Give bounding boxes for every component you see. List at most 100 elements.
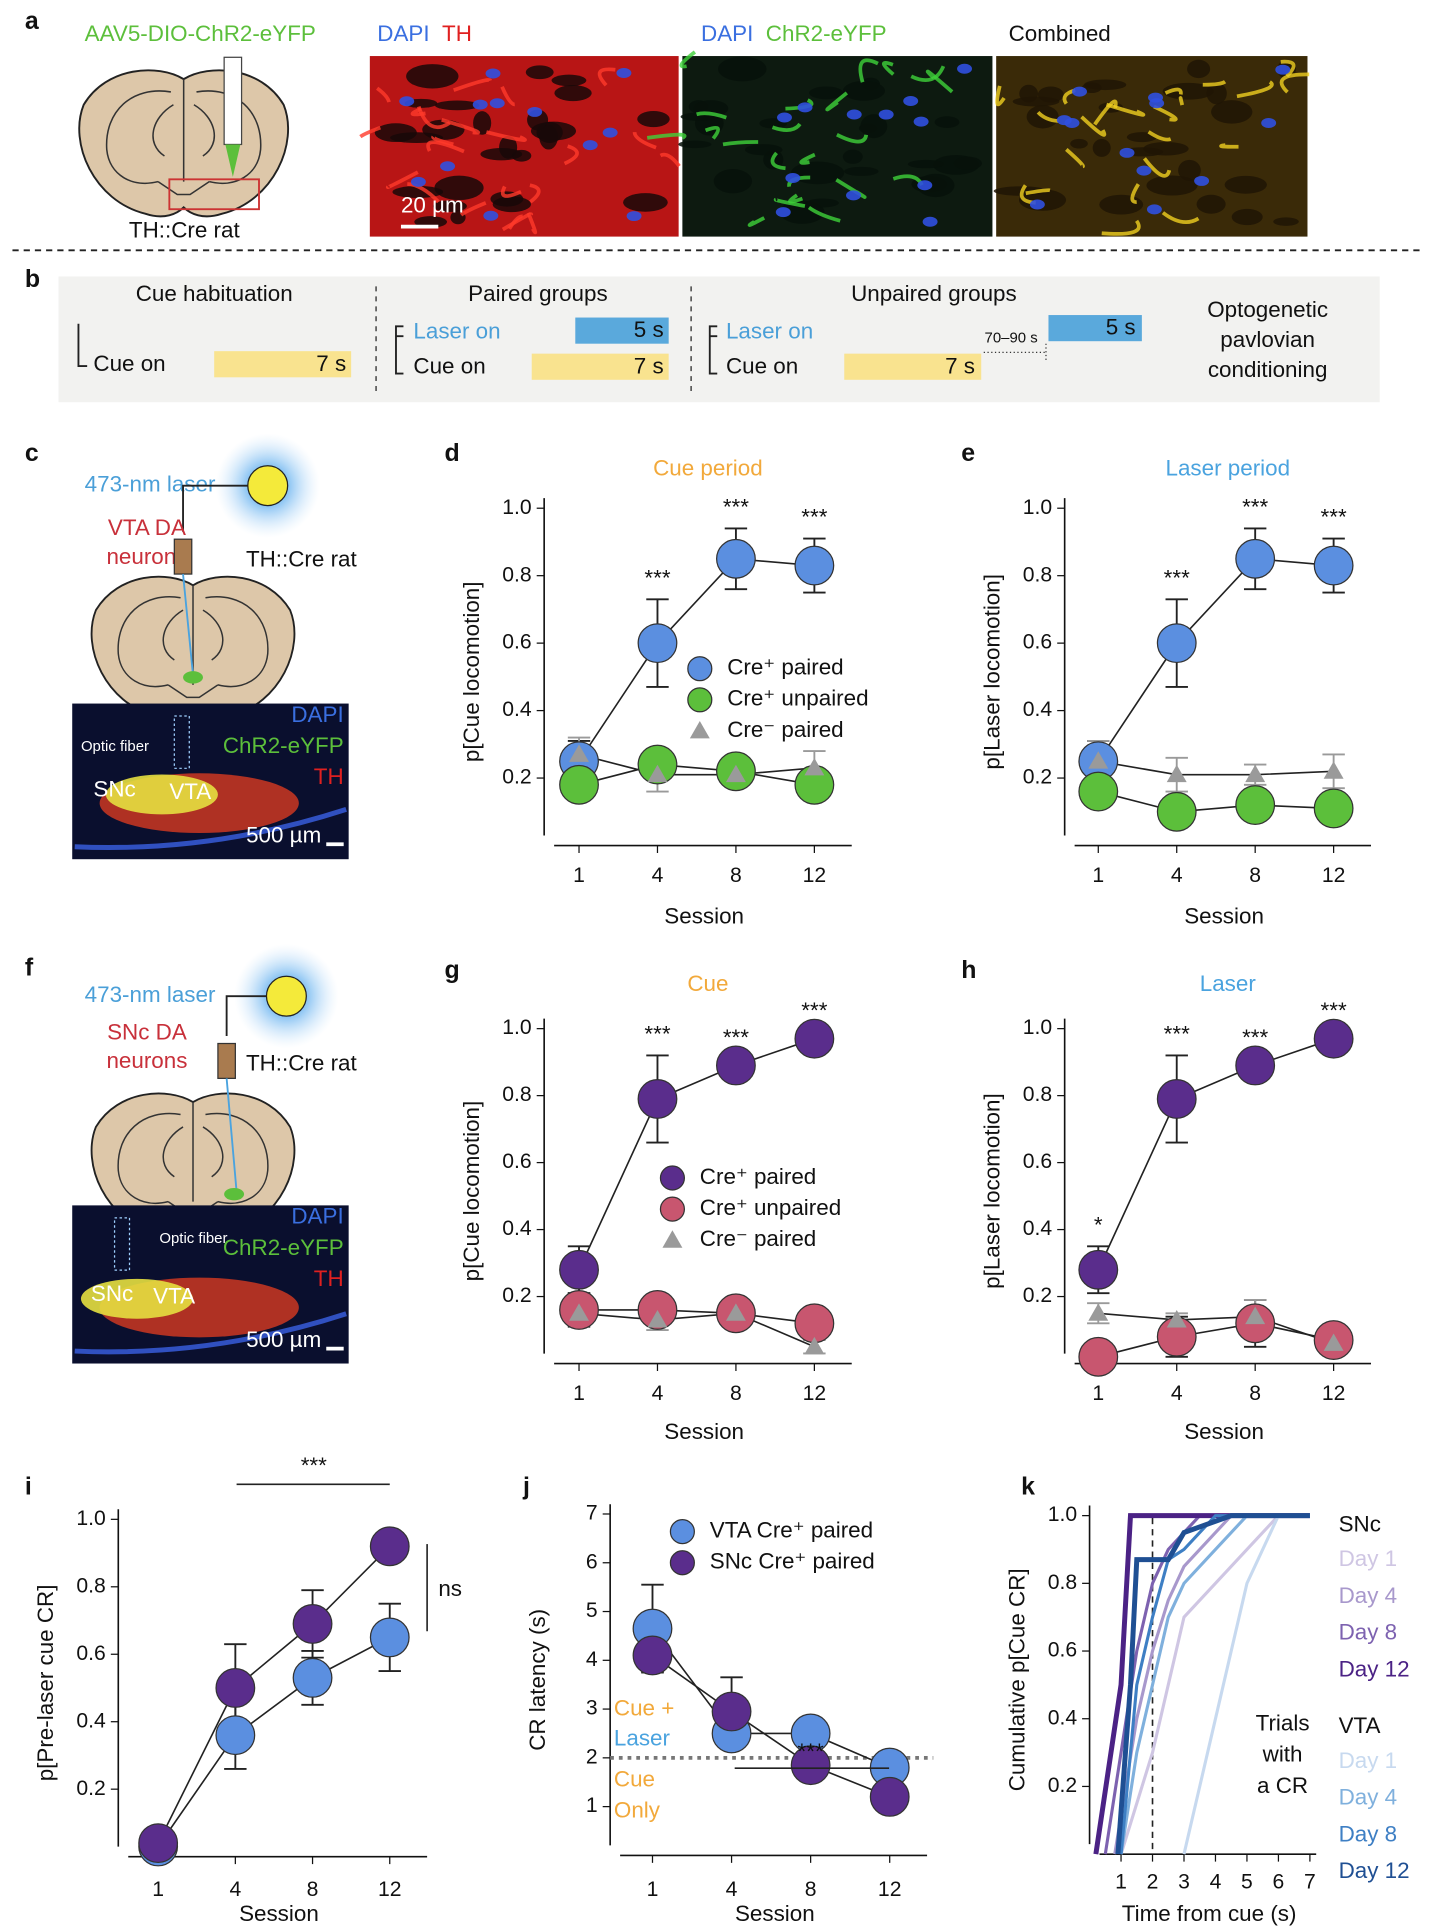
region-label: VTA bbox=[153, 1283, 195, 1308]
x-tick-label: 6 bbox=[1273, 1870, 1285, 1893]
marker bbox=[669, 1550, 695, 1576]
texture-blob bbox=[844, 166, 879, 176]
texture-blob bbox=[525, 65, 554, 80]
series-line bbox=[651, 1628, 891, 1769]
row-label: Cue on bbox=[413, 353, 485, 378]
x-tick-label: 2 bbox=[1147, 1870, 1159, 1893]
y-tick-label: 5 bbox=[586, 1599, 598, 1622]
ferrule bbox=[217, 1042, 236, 1079]
image-label: Combined bbox=[1009, 21, 1111, 46]
texture-nucleus bbox=[489, 98, 505, 109]
marker bbox=[569, 1303, 589, 1321]
texture-fiber bbox=[1164, 87, 1183, 95]
texture-fiber bbox=[1280, 59, 1296, 78]
row-label: Cue on bbox=[726, 353, 798, 378]
series-line bbox=[157, 1636, 391, 1847]
texture-nucleus bbox=[483, 210, 499, 221]
texture-blob bbox=[1187, 59, 1211, 79]
significance: *** bbox=[723, 494, 749, 519]
cumulative-line bbox=[1113, 1514, 1310, 1855]
group-title: Cue habituation bbox=[136, 281, 293, 306]
x-tick-label: 1 bbox=[573, 1382, 585, 1405]
legend-label: Cre⁺ unpaired bbox=[727, 686, 868, 711]
texture-blob bbox=[953, 156, 982, 170]
texture-nucleus bbox=[777, 112, 792, 123]
texture-fiber bbox=[1065, 148, 1085, 169]
texture-fiber bbox=[1153, 104, 1178, 122]
texture-fiber bbox=[431, 135, 454, 147]
x-axis-label: Session bbox=[1184, 904, 1264, 929]
panel-letter: d bbox=[445, 439, 460, 467]
panel-letter: h bbox=[961, 956, 976, 984]
bar-label: 7 s bbox=[634, 353, 664, 378]
virus-label: AAV5-DIO-ChR2-eYFP bbox=[85, 21, 316, 46]
delay-label: 70–90 s bbox=[985, 330, 1038, 347]
y-tick-label: 0.2 bbox=[1023, 766, 1052, 789]
rat-label: TH::Cre rat bbox=[129, 218, 241, 243]
brain-schematic bbox=[90, 575, 296, 720]
x-tick-label: 12 bbox=[878, 1878, 902, 1901]
scale-bar-label: 20 µm bbox=[401, 193, 464, 218]
texture-blob bbox=[637, 111, 670, 128]
laser-bar bbox=[1048, 315, 1142, 342]
texture-nucleus bbox=[1261, 117, 1277, 128]
x-tick-label: 12 bbox=[803, 1382, 827, 1405]
panel-letter: j bbox=[522, 1473, 530, 1501]
annotation: with bbox=[1262, 1742, 1303, 1767]
texture-blob bbox=[1012, 96, 1060, 107]
texture-fiber bbox=[1025, 188, 1051, 196]
marker bbox=[711, 1691, 752, 1732]
marker bbox=[215, 1715, 256, 1756]
texture-fiber bbox=[1279, 72, 1310, 94]
marker bbox=[647, 1310, 668, 1328]
texture-blob bbox=[1081, 82, 1102, 94]
x-tick-label: 4 bbox=[1210, 1870, 1222, 1893]
series-line bbox=[652, 1654, 891, 1798]
delay-line bbox=[983, 343, 1047, 362]
texture-fiber bbox=[881, 61, 895, 76]
texture-nucleus bbox=[1029, 199, 1045, 210]
texture-nucleus bbox=[1148, 92, 1163, 103]
marker bbox=[559, 764, 599, 805]
cumulative-line bbox=[1115, 1513, 1310, 1855]
texture-fiber bbox=[529, 183, 541, 204]
marker bbox=[369, 1526, 410, 1567]
texture-nucleus bbox=[846, 190, 861, 201]
marker bbox=[632, 1635, 673, 1676]
marker bbox=[790, 1745, 831, 1786]
texture-fiber bbox=[858, 58, 879, 83]
marker bbox=[794, 545, 835, 586]
y-tick-label: 0.6 bbox=[1048, 1639, 1077, 1662]
y-tick-label: 1.0 bbox=[76, 1507, 105, 1530]
marker bbox=[716, 1045, 756, 1086]
marker bbox=[215, 1668, 256, 1708]
chart-title: Cue period bbox=[653, 455, 763, 480]
texture-nucleus bbox=[440, 161, 456, 172]
texture-nucleus bbox=[903, 96, 919, 106]
series-line bbox=[1097, 1037, 1334, 1271]
texture-fiber bbox=[995, 85, 1006, 107]
y-tick-label: 0.8 bbox=[502, 1083, 531, 1106]
texture-fiber bbox=[679, 50, 697, 69]
panel-letter: c bbox=[25, 439, 39, 467]
series-line bbox=[579, 1309, 815, 1325]
row-label: Laser on bbox=[413, 318, 500, 343]
texture-fiber bbox=[910, 65, 946, 82]
significance: *** bbox=[723, 1025, 749, 1050]
y-tick-label: 7 bbox=[586, 1502, 598, 1525]
texture-fiber bbox=[696, 111, 727, 120]
x-axis-label: Session bbox=[1184, 1419, 1264, 1444]
texture-fiber bbox=[441, 118, 480, 135]
target-label: SNc DA bbox=[107, 1019, 187, 1044]
series-line bbox=[157, 1545, 391, 1844]
texture-blob bbox=[480, 147, 523, 161]
region-box bbox=[168, 178, 260, 211]
fiber-cable bbox=[182, 484, 248, 532]
legend-label: Day 1 bbox=[1339, 1748, 1398, 1773]
brain-schematic bbox=[78, 69, 290, 218]
y-tick-label: 6 bbox=[586, 1550, 598, 1573]
image-label: ChR2-eYFP bbox=[223, 1235, 344, 1260]
texture-nucleus bbox=[472, 99, 488, 110]
texture-nucleus bbox=[527, 106, 543, 117]
texture-blob bbox=[1231, 208, 1263, 226]
